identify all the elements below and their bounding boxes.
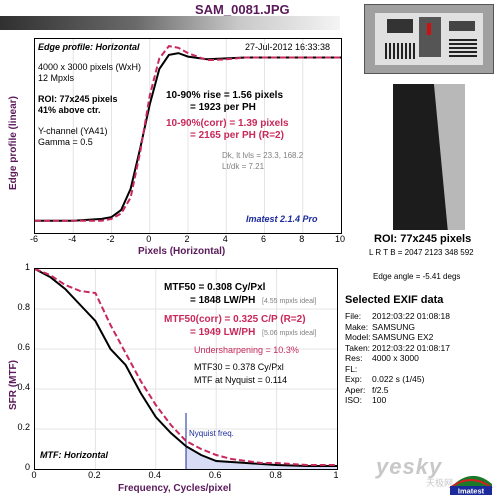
- mtf30-value: MTF30 = 0.378 Cy/Pxl: [194, 362, 284, 372]
- edge-series-2: [35, 45, 341, 222]
- edge-dk-levels: Dk, lt lvls = 23.3, 168.2: [222, 151, 304, 160]
- mtf-x-tick-1: 0.2: [88, 470, 101, 480]
- mtf-x-tick-3: 0.6: [208, 470, 222, 480]
- exif-key: File:: [345, 311, 362, 321]
- edge-angle: Edge angle = -5.41 degs: [373, 272, 461, 281]
- mtf-x-tick-2: 0.4: [148, 470, 162, 480]
- test-chart-patch-2: [419, 17, 441, 57]
- mtf-x-axis-label: Frequency, Cycles/pixel: [118, 483, 232, 494]
- mtf-y-tick-5: 1: [24, 262, 30, 272]
- edge-rise-corr-1: 10-90%(corr) = 1.39 pixels: [166, 118, 289, 129]
- edge-x-tick-6: 6: [260, 234, 266, 244]
- edge-rise-2: = 1923 per PH: [190, 102, 256, 113]
- imatest-logo-svg: Imatest: [449, 475, 493, 496]
- yesky-watermark: yesky: [376, 454, 443, 479]
- mtf-title: MTF: Horizontal: [40, 450, 108, 460]
- roi-light-region: [433, 84, 465, 230]
- edge-info-1: 4000 x 3000 pixels (WxH): [38, 62, 142, 72]
- edge-title: Edge profile: Horizontal: [38, 42, 140, 52]
- exif-key: FL:: [345, 363, 358, 374]
- mtf50-ideal: [4.55 mpxls ideal]: [262, 298, 317, 305]
- test-chart-bars-1: [385, 43, 415, 59]
- roi-lrtb: L R T B = 2047 2123 348 592: [369, 248, 474, 257]
- edge-x-tick-4: 2: [184, 234, 190, 244]
- imatest-logo-text: Imatest: [458, 487, 485, 496]
- roi-size-label: ROI: 77x245 pixels: [374, 233, 472, 245]
- mtf-y-tick-3: 0.6: [17, 342, 30, 352]
- imatest-logo: Imatest: [448, 466, 494, 496]
- mtf-series-2: [35, 269, 337, 466]
- edge-x-tick-5: 4: [222, 234, 228, 244]
- mtf50-corr-lwph: = 1949 LW/PH: [190, 327, 256, 338]
- edge-rise-corr-2: = 2165 per PH (R=2): [190, 130, 284, 141]
- beyond-nyquist-fill: [186, 446, 337, 469]
- mtf-x-tick-0: 0: [31, 470, 37, 480]
- exif-key: Exp:: [345, 374, 363, 384]
- mtf-x-tick-4: 0.8: [269, 470, 282, 480]
- test-chart-patch-3: [449, 21, 475, 31]
- exif-key: ISO:: [345, 395, 363, 405]
- exif-key: Make:: [345, 321, 369, 332]
- mtf50-corr-ideal: [5.06 mpxls ideal]: [262, 330, 317, 337]
- exif-title: Selected EXIF data: [345, 294, 444, 306]
- exif-value: SAMSUNG EX2: [372, 332, 434, 342]
- exif-key: Model:: [345, 332, 371, 342]
- exif-value: 2012:03:22 01:08:18: [372, 311, 450, 321]
- edge-channel: Y-channel (YA41): [38, 126, 108, 136]
- mtf-x-tick-5: 1: [333, 470, 339, 480]
- edge-x-tick-0: -6: [29, 234, 38, 244]
- edge-gamma: Gamma = 0.5: [38, 137, 93, 147]
- edge-x-tick-3: 0: [146, 234, 152, 244]
- edge-x-tick-7: 8: [299, 234, 305, 244]
- exif-value: 0.022 s (1/45): [372, 374, 425, 384]
- edge-x-tick-2: -2: [106, 234, 115, 244]
- yesky-watermark-cn: 天极网: [426, 478, 454, 488]
- exif-value: 100: [372, 395, 387, 405]
- mtf-y-tick-1: 0.2: [17, 422, 30, 432]
- mtf-y-tick-4: 0.8: [17, 302, 30, 312]
- gray-gradient-strip: [0, 16, 340, 30]
- exif-value: f/2.5: [372, 384, 389, 395]
- edge-profile-plot: [34, 38, 342, 234]
- mtf-y-tick-2: 0.4: [17, 382, 30, 392]
- undersharpening: Undersharpening = 10.3%: [194, 345, 299, 355]
- test-chart-patch-1: [387, 19, 413, 33]
- mtf-at-nyquist: MTF at Nyquist = 0.114: [194, 375, 288, 385]
- exif-key: Taken:: [345, 342, 371, 353]
- edge-x-tick-1: -4: [68, 234, 77, 244]
- mtf50-corr-value: MTF50(corr) = 0.325 C/P (R=2): [164, 314, 306, 325]
- mtf-y-tick-0: 0: [24, 462, 30, 472]
- exif-value: SAMSUNG: [372, 321, 415, 332]
- mtf-svg: [35, 269, 337, 469]
- test-chart-bars-2: [449, 39, 477, 57]
- edge-profile-svg: [35, 39, 341, 233]
- exif-key: Aper:: [345, 384, 366, 395]
- edge-lt-dk: Lt/dk = 7.21: [222, 162, 265, 171]
- edge-x-axis-label: Pixels (Horizontal): [138, 246, 226, 257]
- mtf-plot: [34, 268, 338, 470]
- edge-roi-2: 41% above ctr.: [38, 105, 101, 115]
- test-chart-thumbnail: [364, 4, 494, 74]
- imatest-version: Imatest 2.1.4 Pro: [246, 214, 318, 224]
- edge-y-axis-label: Edge profile (linear): [8, 96, 19, 190]
- edge-info-2: 12 Mpxls: [38, 73, 75, 83]
- mtf50-value: MTF50 = 0.308 Cy/Pxl: [164, 282, 266, 293]
- exif-value: 4000 x 3000: [372, 353, 419, 363]
- exif-key: Res:: [345, 353, 363, 363]
- exif-value: 2012:03:22 01:08:17: [372, 342, 450, 353]
- edge-roi-1: ROI: 77x245 pixels: [38, 94, 118, 104]
- edge-x-tick-8: 10: [334, 234, 345, 244]
- roi-edge-image: [393, 84, 465, 230]
- nyquist-label: Nyquist freq.: [189, 429, 234, 438]
- mtf50-lwph: = 1848 LW/PH: [190, 295, 256, 306]
- edge-rise-1: 10-90% rise = 1.56 pixels: [166, 90, 284, 101]
- roi-marker: [427, 23, 431, 35]
- edge-date: 27-Jul-2012 16:33:38: [245, 42, 331, 52]
- image-filename: SAM_0081.JPG: [195, 2, 290, 17]
